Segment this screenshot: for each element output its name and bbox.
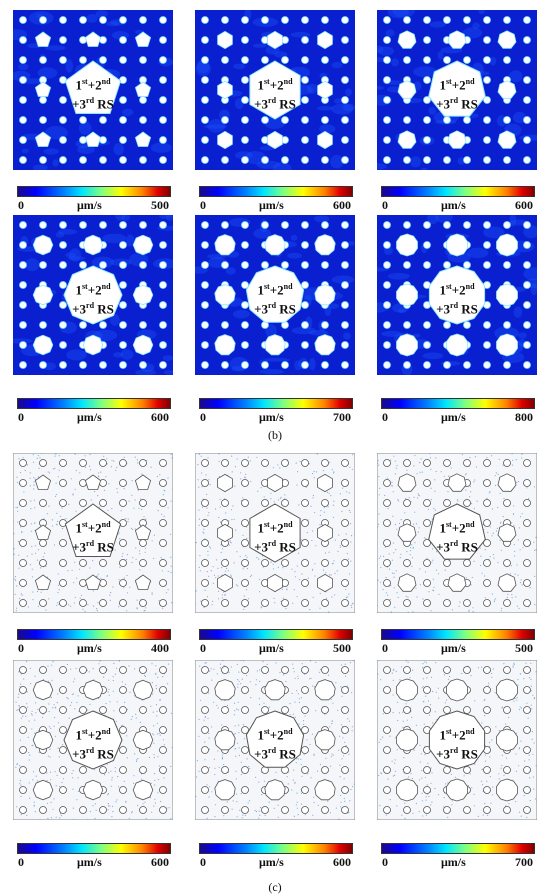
colorbar-gradient [17, 843, 171, 854]
colorbar-gradient [199, 398, 353, 409]
colorbar: 0 μm/s 600 [381, 186, 541, 212]
colorbar-max: 600 [333, 855, 351, 869]
colorbar-max: 600 [333, 198, 351, 212]
colorbar-unit: μm/s [441, 641, 466, 655]
colorbar-min: 0 [18, 198, 24, 212]
colorbar-max: 500 [151, 198, 169, 212]
colorbar-unit: μm/s [77, 641, 102, 655]
rs-label: 1st+2nd +3rd RS [72, 282, 114, 317]
colorbar: 0 μm/s 600 [199, 843, 359, 869]
colorbar-min: 0 [382, 410, 388, 424]
colorbar-gradient [381, 186, 535, 197]
rs-label: 1st+2nd +3rd RS [72, 727, 114, 762]
colorbar-min: 0 [200, 198, 206, 212]
colorbar-unit: μm/s [77, 410, 102, 424]
caption-c: (c) [268, 880, 282, 894]
colorbar-unit: μm/s [77, 855, 102, 869]
colorbar-unit: μm/s [259, 641, 284, 655]
colorbar-unit: μm/s [441, 198, 466, 212]
colorbar: 0 μm/s 500 [381, 629, 541, 655]
colorbar-min: 0 [18, 855, 24, 869]
colorbar-max: 600 [151, 855, 169, 869]
rs-label: 1st+2nd +3rd RS [254, 77, 296, 112]
rs-label: 1st+2nd +3rd RS [436, 77, 478, 112]
colorbar-gradient [17, 398, 171, 409]
colorbar-unit: μm/s [441, 855, 466, 869]
colorbar-max: 700 [515, 855, 533, 869]
colorbar-max: 400 [151, 641, 169, 655]
caption-b: (b) [268, 428, 282, 442]
colorbar-max: 600 [515, 198, 533, 212]
panel-streamline-9-sides [195, 660, 355, 820]
panel-velocity-5-sides [13, 10, 173, 170]
panel-streamline-10-sides [377, 660, 537, 820]
rs-label: 1st+2nd +3rd RS [436, 520, 478, 555]
colorbar-min: 0 [382, 855, 388, 869]
panel-velocity-7-sides [377, 10, 537, 170]
colorbar: 0 μm/s 600 [17, 843, 177, 869]
colorbar: 0 μm/s 400 [17, 629, 177, 655]
colorbar-min: 0 [200, 641, 206, 655]
colorbar-min: 0 [18, 410, 24, 424]
colorbar-max: 500 [515, 641, 533, 655]
rs-label: 1st+2nd +3rd RS [254, 520, 296, 555]
colorbar-max: 800 [515, 410, 533, 424]
colorbar-max: 600 [151, 410, 169, 424]
colorbar: 0 μm/s 500 [199, 629, 359, 655]
panel-streamline-8-sides [13, 660, 173, 820]
colorbar-unit: μm/s [259, 410, 284, 424]
panel-streamline-7-sides [377, 453, 537, 613]
rs-label: 1st+2nd +3rd RS [72, 77, 114, 112]
rs-label: 1st+2nd +3rd RS [436, 282, 478, 317]
colorbar: 0 μm/s 700 [199, 398, 359, 424]
colorbar-gradient [199, 843, 353, 854]
colorbar-min: 0 [200, 855, 206, 869]
colorbar-unit: μm/s [441, 410, 466, 424]
panel-streamline-5-sides [13, 453, 173, 613]
colorbar: 0 μm/s 600 [199, 186, 359, 212]
colorbar-gradient [199, 186, 353, 197]
colorbar-min: 0 [18, 641, 24, 655]
colorbar-max: 700 [333, 410, 351, 424]
colorbar-min: 0 [200, 410, 206, 424]
colorbar-gradient [381, 629, 535, 640]
panel-velocity-9-sides [195, 215, 355, 375]
colorbar-gradient [17, 629, 171, 640]
rs-label: 1st+2nd +3rd RS [436, 727, 478, 762]
colorbar: 0 μm/s 800 [381, 398, 541, 424]
colorbar-unit: μm/s [259, 198, 284, 212]
colorbar-unit: μm/s [259, 855, 284, 869]
colorbar: 0 μm/s 500 [17, 186, 177, 212]
rs-label: 1st+2nd +3rd RS [254, 282, 296, 317]
colorbar-gradient [381, 843, 535, 854]
colorbar-gradient [17, 186, 171, 197]
panel-velocity-10-sides [377, 215, 537, 375]
colorbar-min: 0 [382, 198, 388, 212]
colorbar-gradient [199, 629, 353, 640]
colorbar: 0 μm/s 600 [17, 398, 177, 424]
panel-velocity-8-sides [13, 215, 173, 375]
colorbar-max: 500 [333, 641, 351, 655]
colorbar-gradient [381, 398, 535, 409]
panel-streamline-6-sides [195, 453, 355, 613]
panel-velocity-6-sides [195, 10, 355, 170]
rs-label: 1st+2nd +3rd RS [254, 727, 296, 762]
rs-label: 1st+2nd +3rd RS [72, 520, 114, 555]
colorbar-min: 0 [382, 641, 388, 655]
colorbar: 0 μm/s 700 [381, 843, 541, 869]
colorbar-unit: μm/s [77, 198, 102, 212]
